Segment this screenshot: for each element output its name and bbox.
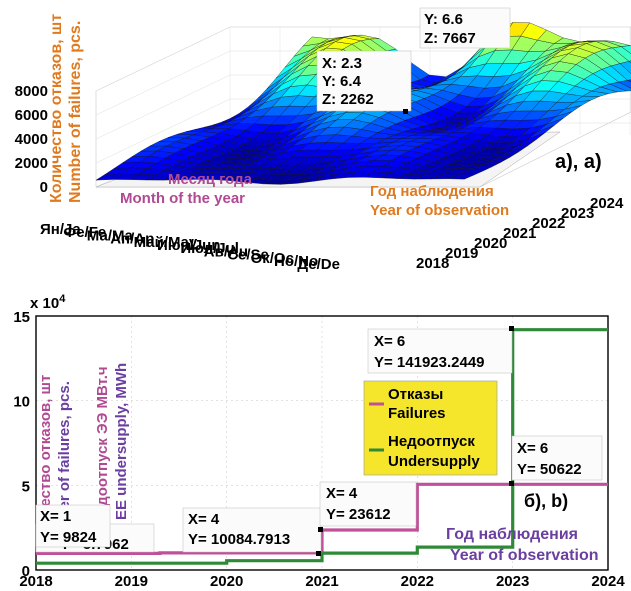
- svg-text:Y= 9824: Y= 9824: [40, 529, 97, 546]
- datatip-b5: X= 6 Y= 50622: [509, 435, 603, 486]
- month-tick-label: Июл/Jul: [180, 240, 239, 257]
- grid-line: [95, 50, 231, 116]
- svg-text:Y: 6.6: Y: 6.6: [424, 11, 463, 28]
- month-axis-ticks: Ян/JaФе/FeМа/MaАп/ApМай/MayИюн/JunИюл/Ju…: [40, 221, 340, 273]
- surface-cell: [619, 61, 631, 74]
- surface-cell: [611, 46, 631, 62]
- z-tick-label: 6000: [15, 107, 48, 124]
- year-tick-label: 2018: [416, 255, 449, 272]
- svg-text:X= 4: X= 4: [326, 485, 358, 502]
- y-label-ru: Год наблюдения: [370, 183, 494, 200]
- svg-text:X= 6: X= 6: [517, 440, 548, 457]
- z-tick-label: 4000: [15, 131, 48, 148]
- y-axis-ticks: 0 5 10 15: [13, 309, 30, 580]
- svg-text:Y: 6.4: Y: 6.4: [322, 73, 362, 90]
- svg-text:X= 4: X= 4: [188, 511, 220, 528]
- surface-cell: [618, 80, 631, 89]
- datatip-b1: X= 1 Y= 9824: [35, 504, 111, 548]
- datatip-a1: X: 2.3 Y: 6.4 Z: 2262: [316, 50, 412, 114]
- surface-cell: [610, 63, 631, 81]
- year-tick-label: 2024: [590, 195, 624, 212]
- datatip-b4: X= 6 Y= 141923.2449: [367, 326, 514, 374]
- x-tick-label: 2021: [305, 573, 338, 590]
- y-multiplier: x 104: [30, 293, 66, 312]
- month-tick-label: Июн/Jun: [157, 237, 221, 254]
- series-line-failures: [36, 482, 608, 556]
- surface-cell: [609, 81, 631, 92]
- month-tick-label: Се/Se: [227, 247, 269, 264]
- month-tick-label: Май/May: [134, 234, 198, 251]
- legend-failures-en: Failures: [388, 405, 446, 422]
- svg-text:Y= 141923.2449: Y= 141923.2449: [374, 354, 485, 371]
- datatip-a2: Y: 6.6 Z: 7667: [419, 7, 511, 49]
- panel-label-a: a), a): [555, 151, 602, 173]
- month-tick-label: Ап/Ap: [110, 231, 154, 248]
- month-tick-label: Де/De: [297, 256, 340, 273]
- panel-label-b: б), b): [524, 491, 568, 511]
- year-tick-label: 2021: [503, 225, 536, 242]
- month-tick-label: Ок/Oc: [251, 250, 294, 267]
- y-tick-label: 5: [22, 478, 30, 495]
- grid-line: [95, 26, 231, 92]
- z-tick-label: 0: [40, 179, 48, 196]
- month-tick-label: Фе/Fe: [63, 224, 106, 241]
- x-label-en: Month of the year: [120, 190, 245, 207]
- surface-panel: 0 2000 4000 6000 8000 Ян/JaФе/FeМа/MaАп/ApМа…: [15, 7, 631, 273]
- x-label-ru: Год наблюдения: [446, 526, 578, 543]
- svg-text:Y= 10084.7913: Y= 10084.7913: [188, 531, 290, 548]
- year-tick-label: 2023: [561, 205, 594, 222]
- legend-undersupply-en: Undersupply: [388, 453, 480, 470]
- year-tick-label: 2022: [532, 215, 565, 232]
- x-tick-label: 2024: [591, 573, 625, 590]
- x-label-ru: Месяц года: [168, 171, 253, 188]
- svg-text:X= 6: X= 6: [374, 333, 405, 350]
- y-label-undersupply-ru: Недоотпуск ЭЭ МВт.ч: [94, 366, 111, 525]
- grid-line: [95, 74, 231, 140]
- datatip-b2: X= 4 Y= 10084.7913: [182, 507, 322, 556]
- year-tick-label: 2019: [445, 245, 478, 262]
- legend-failures-ru: Отказы: [388, 386, 443, 403]
- y-tick-label: 0: [22, 563, 30, 580]
- year-tick-label: 2020: [474, 235, 507, 252]
- svg-text:Z: 2262: Z: 2262: [322, 91, 374, 108]
- month-tick-label: Ав/Au: [204, 243, 248, 260]
- y-label-en: Year of observation: [370, 202, 509, 219]
- step-panel: 0 5 10 15 2018 2019 2020 2021 2022 2023 2024 x 10…: [13, 293, 625, 590]
- x-tick-label: 2019: [115, 573, 148, 590]
- z-axis-ticks: 0 2000 4000 6000 8000: [15, 83, 48, 196]
- datatip-b3: X= 4 Y= 23612: [318, 481, 417, 532]
- z-label-en: Number of failures, pcs.: [67, 21, 84, 203]
- svg-text:Y= 23612: Y= 23612: [326, 506, 391, 523]
- legend-undersupply-ru: Недоотпуск: [388, 433, 475, 450]
- svg-text:Y= 50622: Y= 50622: [517, 461, 582, 478]
- svg-text:Z: 7667: Z: 7667: [424, 30, 476, 47]
- z-tick-label: 2000: [15, 155, 48, 172]
- plot-area-frame: [35, 315, 609, 571]
- z-tick-label: 8000: [15, 83, 48, 100]
- y-tick-label: 15: [13, 309, 30, 326]
- month-tick-label: Ма/Ma: [87, 227, 134, 244]
- y-tick-label: 10: [13, 394, 30, 411]
- grid-line: [95, 98, 231, 164]
- svg-text:X: 2.3: X: 2.3: [322, 55, 362, 72]
- surface-cell: [620, 45, 631, 54]
- legend: Отказы Failures Недоотпуск Undersupply: [363, 380, 498, 476]
- x-tick-label: 2020: [210, 573, 243, 590]
- x-tick-label: 2023: [496, 573, 529, 590]
- surface-cell: [627, 79, 631, 83]
- y-label-undersupply-en: EE undersupply, MWh: [113, 363, 130, 520]
- x-tick-label: 2022: [401, 573, 434, 590]
- z-label-ru: Количество отказов, шт: [48, 14, 65, 203]
- month-tick-label: Ян/Ja: [40, 221, 81, 238]
- x-tick-label: 2018: [19, 573, 52, 590]
- x-label-en: Year of observation: [450, 547, 599, 564]
- x-axis-ticks: 2018 2019 2020 2021 2022 2023 2024: [19, 573, 625, 590]
- month-tick-label: Но/No: [274, 253, 318, 270]
- svg-text:X= 1: X= 1: [40, 508, 71, 525]
